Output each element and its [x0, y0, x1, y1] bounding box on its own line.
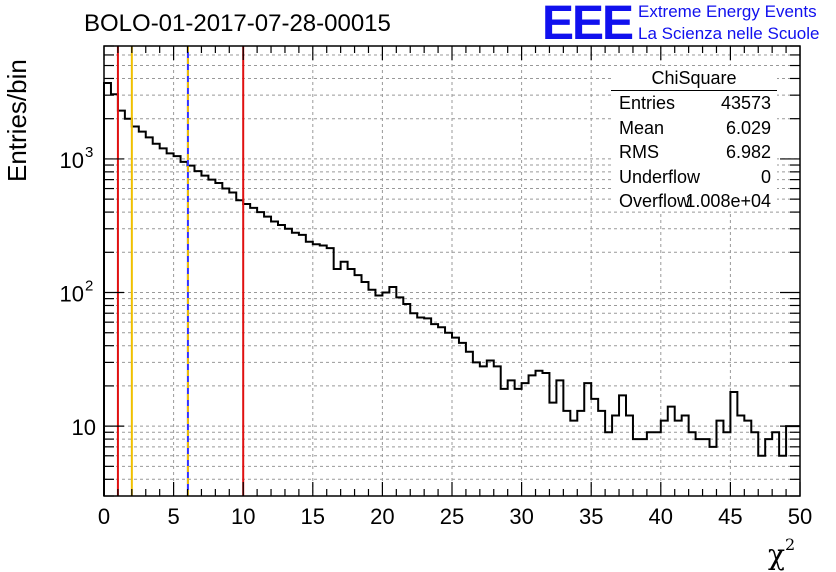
stats-key: Underflow — [619, 166, 701, 187]
x-tick-label: 5 — [167, 504, 179, 529]
chart-title: BOLO-01-2017-07-28-00015 — [84, 10, 391, 37]
x-tick-label: 15 — [301, 504, 325, 529]
x-tick-label: 35 — [579, 504, 603, 529]
logo-text-line2: La Scienza nelle Scuole — [638, 24, 820, 43]
stats-row-rms: RMS 6.982 — [611, 140, 777, 165]
stats-value: 6.029 — [725, 117, 771, 138]
stats-key: Mean — [619, 117, 665, 138]
x-tick-label: 40 — [649, 504, 673, 529]
x-tick-label: 20 — [370, 504, 394, 529]
x-tick-label: 45 — [718, 504, 742, 529]
y-tick-label: 10 — [60, 148, 84, 173]
stats-row-mean: Mean 6.029 — [611, 116, 777, 141]
x-axis-label: χ2 — [768, 534, 796, 571]
stats-key: RMS — [619, 142, 659, 162]
stats-row-entries: Entries 43573 — [611, 91, 777, 116]
stats-key: Overflow — [619, 191, 691, 211]
x-tick-label: 30 — [509, 504, 533, 529]
y-tick-label-exponent: 2 — [85, 278, 93, 295]
eee-logo: EEE — [542, 0, 634, 50]
stats-value: 0 — [760, 166, 771, 187]
stats-row-overflow: Overflow 1.008e+04 — [611, 189, 777, 214]
x-tick-label: 0 — [98, 504, 110, 529]
x-tick-label: 10 — [231, 504, 255, 529]
x-tick-label: 50 — [788, 504, 812, 529]
stats-title: ChiSquare — [611, 66, 777, 91]
stats-row-underflow: Underflow 0 — [611, 165, 777, 190]
stats-box: ChiSquare Entries 43573 Mean 6.029 RMS 6… — [611, 66, 777, 211]
y-tick-label: 10 — [60, 282, 84, 307]
y-axis-label: Entries/bin — [2, 59, 32, 182]
histogram-series — [103, 81, 800, 496]
stats-value: 1.008e+04 — [685, 191, 771, 211]
y-tick-label-exponent: 3 — [85, 144, 93, 161]
x-tick-label: 25 — [440, 504, 464, 529]
stats-value: 6.982 — [725, 142, 771, 162]
stats-value: 43573 — [720, 93, 771, 113]
logo-text-line1: Extreme Energy Events — [638, 2, 817, 21]
y-tick-label: 10 — [72, 415, 96, 440]
stats-key: Entries — [619, 93, 676, 113]
